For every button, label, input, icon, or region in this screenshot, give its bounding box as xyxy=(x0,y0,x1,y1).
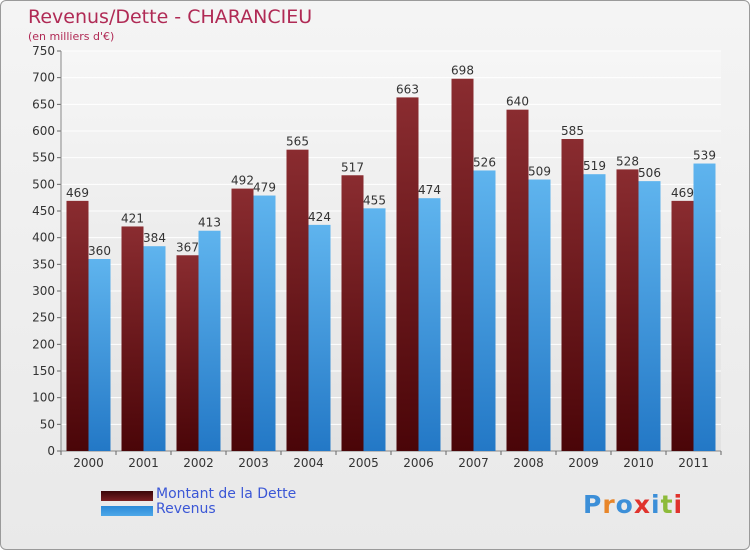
plot-area xyxy=(61,51,721,451)
legend-label-dette: Montant de la Dette xyxy=(156,486,297,502)
data-label-dette: 492 xyxy=(231,174,254,188)
bar-revenus xyxy=(198,230,221,451)
data-label-revenus: 539 xyxy=(693,149,716,163)
bar-revenus xyxy=(308,224,331,451)
data-label-revenus: 413 xyxy=(198,216,221,230)
data-label-revenus: 509 xyxy=(528,165,551,179)
logo-letter: o xyxy=(615,490,634,519)
data-label-revenus: 360 xyxy=(88,244,111,258)
bar-revenus xyxy=(363,208,386,451)
data-label-dette: 663 xyxy=(396,82,419,96)
bar-revenus xyxy=(638,181,661,451)
bar-dette xyxy=(341,175,364,451)
data-label-revenus: 424 xyxy=(308,210,331,224)
x-tick-label: 2000 xyxy=(73,456,104,470)
bar-revenus xyxy=(143,246,166,451)
logo-letter: r xyxy=(602,490,616,519)
bar-dette xyxy=(176,255,199,451)
legend-swatch-revenus xyxy=(101,506,153,516)
y-tick-label: 750 xyxy=(32,44,55,58)
y-tick-label: 700 xyxy=(32,71,55,85)
x-tick-label: 2010 xyxy=(623,456,654,470)
data-label-revenus: 526 xyxy=(473,155,496,169)
y-tick-label: 550 xyxy=(32,151,55,165)
chart-subtitle: (en milliers d'€) xyxy=(28,30,115,43)
x-tick-label: 2011 xyxy=(678,456,709,470)
proxiti-logo: Proxiti xyxy=(583,490,683,519)
data-label-revenus: 519 xyxy=(583,159,606,173)
y-tick-label: 400 xyxy=(32,231,55,245)
x-tick-label: 2006 xyxy=(403,456,434,470)
y-tick-label: 350 xyxy=(32,257,55,271)
x-tick-label: 2003 xyxy=(238,456,269,470)
bar-dette xyxy=(231,188,254,451)
bar-dette xyxy=(121,226,144,451)
chart-title: Revenus/Dette - CHARANCIEU xyxy=(28,6,313,28)
y-tick-label: 200 xyxy=(32,337,55,351)
bar-revenus xyxy=(583,174,606,451)
bar-revenus xyxy=(88,259,111,451)
legend-label-revenus: Revenus xyxy=(156,501,216,517)
y-tick-label: 100 xyxy=(32,391,55,405)
x-tick-label: 2001 xyxy=(128,456,159,470)
data-label-revenus: 384 xyxy=(143,231,166,245)
y-tick-label: 450 xyxy=(32,204,55,218)
x-tick-label: 2009 xyxy=(568,456,599,470)
y-tick-label: 300 xyxy=(32,284,55,298)
logo-letter: x xyxy=(633,490,651,519)
data-label-revenus: 474 xyxy=(418,183,441,197)
y-tick-label: 600 xyxy=(32,124,55,138)
data-label-dette: 585 xyxy=(561,124,584,138)
bar-dette xyxy=(286,149,309,451)
data-label-dette: 528 xyxy=(616,154,639,168)
x-tick-label: 2008 xyxy=(513,456,544,470)
bar-revenus xyxy=(253,195,276,451)
bar-dette xyxy=(616,169,639,451)
y-tick-label: 500 xyxy=(32,177,55,191)
data-label-dette: 421 xyxy=(121,211,144,225)
legend-swatch-dette xyxy=(101,491,153,501)
bar-dette xyxy=(451,78,474,451)
y-tick-label: 0 xyxy=(47,444,55,458)
y-tick-label: 150 xyxy=(32,364,55,378)
data-label-dette: 469 xyxy=(671,186,694,200)
x-tick-label: 2002 xyxy=(183,456,214,470)
bar-dette xyxy=(671,200,694,451)
data-label-revenus: 455 xyxy=(363,193,386,207)
bar-revenus xyxy=(528,179,551,452)
logo-letter: i xyxy=(673,490,684,519)
logo-letter: t xyxy=(660,490,674,519)
x-tick-label: 2005 xyxy=(348,456,379,470)
data-label-revenus: 506 xyxy=(638,166,661,180)
logo-letter: i xyxy=(651,490,661,519)
data-label-dette: 367 xyxy=(176,240,199,254)
data-label-dette: 469 xyxy=(66,186,89,200)
x-tick-label: 2007 xyxy=(458,456,489,470)
bar-dette xyxy=(506,109,529,452)
bar-dette xyxy=(66,200,89,451)
data-label-dette: 640 xyxy=(506,95,529,109)
data-label-dette: 517 xyxy=(341,160,364,174)
bar-dette xyxy=(396,97,419,452)
data-label-dette: 565 xyxy=(286,135,309,149)
bar-dette xyxy=(561,139,584,451)
y-tick-label: 650 xyxy=(32,97,55,111)
bar-revenus xyxy=(473,170,496,451)
data-label-revenus: 479 xyxy=(253,181,276,195)
x-tick-label: 2004 xyxy=(293,456,324,470)
data-label-dette: 698 xyxy=(451,64,474,78)
y-tick-label: 50 xyxy=(40,417,55,431)
bar-revenus xyxy=(693,163,716,452)
logo-letter: P xyxy=(583,490,603,519)
bar-revenus xyxy=(418,198,441,451)
y-tick-label: 250 xyxy=(32,311,55,325)
